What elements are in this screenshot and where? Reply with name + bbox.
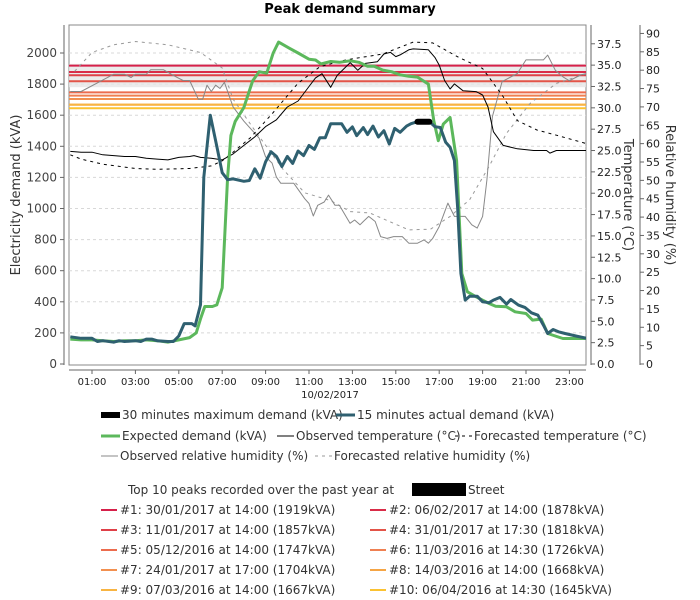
humidity-tick-label: 20: [646, 285, 660, 298]
peak-label-3: #3: 11/01/2017 at 14:00 (1857kVA): [120, 523, 335, 537]
chart-title: Peak demand summary: [264, 2, 436, 17]
humidity-tick-label: 30: [646, 248, 660, 261]
temperature-tick-label: 32.5: [597, 80, 622, 93]
humidity-tick-label: 75: [646, 83, 660, 96]
legend-label-humidity-observed: Observed relative humidity (%): [120, 449, 308, 463]
x-tick-label: 09:00: [251, 377, 280, 388]
y-tick-label: 1400: [26, 139, 57, 153]
y-tick-label: 400: [34, 295, 57, 309]
humidity-tick-label: 70: [646, 101, 660, 114]
humidity-tick-label: 10: [646, 321, 660, 334]
x-tick-label: 17:00: [425, 377, 454, 388]
temperature-tick-label: 37.5: [597, 38, 622, 51]
temperature-tick-label: 10.0: [597, 273, 622, 286]
humidity-tick-label: 50: [646, 174, 660, 187]
temperature-tick-label: 7.5: [597, 294, 615, 307]
temperature-tick-label: 30.0: [597, 102, 622, 115]
temperature-tick-label: 5.0: [597, 315, 615, 328]
humidity-tick-label: 90: [646, 27, 660, 40]
legend-label-temp-forecast: Forecasted temperature (°C): [474, 429, 647, 443]
legend-label-humidity-forecast: Forecasted relative humidity (%): [334, 449, 530, 463]
series-line-temp_observed: [70, 48, 586, 161]
humidity-tick-label: 80: [646, 64, 660, 77]
y-tick-label: 0: [49, 357, 57, 371]
temperature-tick-label: 15.0: [597, 230, 622, 243]
temperature-tick-label: 2.5: [597, 337, 615, 350]
series-line-humidity_observed: [70, 54, 586, 244]
peaks-legend: Top 10 peaks recorded over the past year…: [101, 483, 612, 597]
series-line-actual: [70, 113, 586, 344]
x-tick-label: 19:00: [468, 377, 497, 388]
y-tick-label: 200: [34, 326, 57, 340]
peak-label-2: #2: 06/02/2017 at 14:00 (1878kVA): [389, 503, 604, 517]
peak-label-1: #1: 30/01/2017 at 14:00 (1919kVA): [120, 503, 335, 517]
temperature-axis-label: Temperature (°C): [620, 138, 635, 251]
humidity-tick-label: 35: [646, 229, 660, 242]
y-tick-label: 800: [34, 233, 57, 247]
peak-label-7: #7: 24/01/2017 at 17:00 (1704kVA): [120, 563, 335, 577]
x-tick-label: 13:00: [338, 377, 367, 388]
legend-label-actual: 15 minutes actual demand (kVA): [357, 408, 554, 422]
x-tick-label: 23:00: [555, 377, 584, 388]
peak-label-8: #8: 14/03/2016 at 14:00 (1668kVA): [389, 563, 604, 577]
y-tick-label: 1000: [26, 201, 57, 215]
peaks-title-prefix: Top 10 peaks recorded over the past year…: [127, 483, 394, 497]
x-tick-label: 07:00: [208, 377, 237, 388]
humidity-tick-label: 55: [646, 156, 660, 169]
peak-label-6: #6: 11/03/2016 at 14:30 (1726kVA): [389, 543, 604, 557]
peak-label-5: #5: 05/12/2016 at 14:00 (1747kVA): [120, 543, 335, 557]
temperature-tick-label: 12.5: [597, 251, 622, 264]
redacted-street-name: [412, 483, 466, 496]
x-tick-label: 11:00: [295, 377, 324, 388]
y-tick-label: 1800: [26, 77, 57, 91]
peak-lines: [69, 63, 586, 110]
temperature-tick-label: 22.5: [597, 166, 622, 179]
x-tick-label: 21:00: [512, 377, 541, 388]
humidity-tick-label: 65: [646, 119, 660, 132]
temperature-tick-label: 35.0: [597, 59, 622, 72]
legend-label-expected: Expected demand (kVA): [122, 429, 267, 443]
x-tick-label: 15:00: [381, 377, 410, 388]
series-line-humidity_forecast: [74, 41, 586, 231]
legend-label-max30: 30 minutes maximum demand (kVA): [122, 408, 343, 422]
humidity-tick-label: 45: [646, 193, 660, 206]
humidity-axis-label: Relative humidity (%): [662, 125, 677, 266]
legend-label-temp-observed: Observed temperature (°C): [296, 429, 461, 443]
humidity-tick-label: 5: [646, 340, 653, 353]
humidity-tick-label: 0: [646, 358, 653, 371]
x-tick-label: 05:00: [164, 377, 193, 388]
peak-label-10: #10: 06/04/2016 at 14:30 (1645kVA): [389, 583, 612, 597]
legend: 30 minutes maximum demand (kVA) 15 minut…: [101, 408, 647, 463]
temperature-tick-label: 27.5: [597, 123, 622, 136]
temperature-tick-label: 20.0: [597, 187, 622, 200]
temperature-tick-label: 0.0: [597, 358, 615, 371]
series-line-temp_forecast: [70, 41, 586, 170]
humidity-tick-label: 85: [646, 46, 660, 59]
x-tick-label: 03:00: [121, 377, 150, 388]
peak-label-9: #9: 07/03/2016 at 14:00 (1667kVA): [120, 583, 335, 597]
y-tick-label: 2000: [26, 46, 57, 60]
temperature-tick-label: 17.5: [597, 209, 622, 222]
y-axis-label: Electricity demand (kVA): [9, 115, 24, 276]
temperature-tick-label: 25.0: [597, 145, 622, 158]
peak-label-4: #4: 31/01/2017 at 17:30 (1818kVA): [389, 523, 604, 537]
x-axis-date-label: 10/02/2017: [301, 390, 359, 401]
series-lines: [70, 40, 586, 344]
y-tick-label: 600: [34, 264, 57, 278]
peaks-title-suffix: Street: [468, 483, 505, 497]
humidity-tick-label: 40: [646, 211, 660, 224]
humidity-tick-label: 25: [646, 266, 660, 279]
x-tick-label: 01:00: [78, 377, 107, 388]
humidity-tick-label: 60: [646, 138, 660, 151]
humidity-tick-label: 15: [646, 303, 660, 316]
y-tick-label: 1200: [26, 170, 57, 184]
y-tick-label: 1600: [26, 108, 57, 122]
axis-ticks: 02004006008001000120014001600180020000.0…: [26, 27, 660, 388]
